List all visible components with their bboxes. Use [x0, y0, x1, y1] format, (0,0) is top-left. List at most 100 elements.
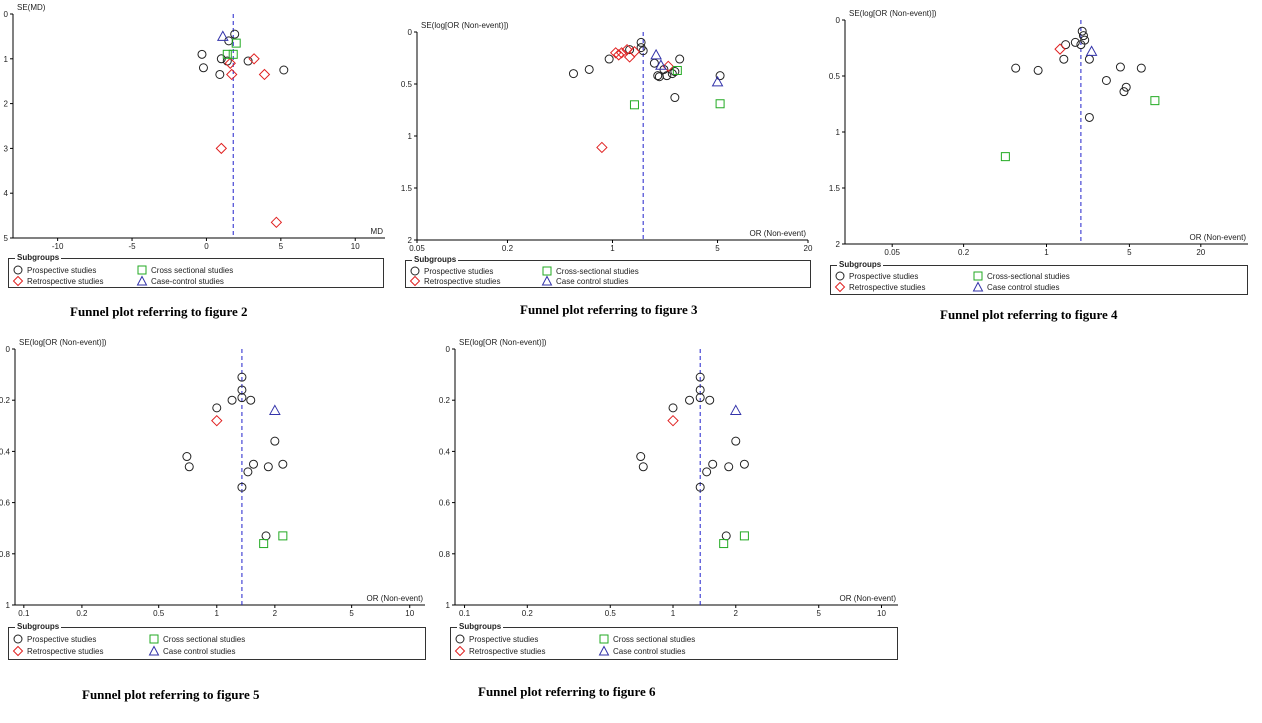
x-tick-label: 10	[877, 609, 886, 618]
study-point-circle	[230, 29, 240, 39]
y-tick-label: 1	[446, 601, 451, 610]
funnel-panel-1: 0 1 2 3 4 5 -10 -5 0 5 10 SE(MD) MD Subgroups Prospe…	[0, 0, 400, 330]
legend-item-circle: Prospective studies	[455, 634, 538, 644]
x-tick-label: 0.2	[958, 248, 970, 257]
legend-item-diamond: Retrospective studies	[409, 275, 500, 287]
study-point-circle	[237, 372, 247, 382]
y-tick-label: 0	[4, 10, 9, 19]
study-point-diamond	[613, 49, 625, 61]
legend-item-diamond: Retrospective studies	[454, 645, 545, 657]
study-point-square	[629, 100, 639, 110]
study-point-circle	[1136, 63, 1146, 73]
study-point-circle	[198, 63, 208, 73]
study-point-circle	[270, 436, 280, 446]
square-marker-icon	[149, 634, 159, 644]
square-marker-icon	[599, 634, 609, 644]
legend-label: Cross sectional studies	[613, 634, 696, 644]
study-point-diamond	[667, 414, 679, 427]
legend-item-circle: Prospective studies	[13, 265, 96, 275]
circle-marker-icon	[13, 265, 23, 275]
study-point-triangle	[269, 404, 281, 415]
x-tick-label: 2	[273, 609, 278, 618]
study-point-diamond	[215, 142, 228, 155]
study-point-circle	[261, 531, 271, 541]
y-tick-label: 1.5	[401, 184, 413, 193]
legend-label: Cross sectional studies	[163, 634, 246, 644]
y-tick-label: 2	[4, 100, 9, 109]
y-tick-label: 0.5	[829, 72, 841, 81]
x-tick-label: 1	[215, 609, 220, 618]
study-point-circle	[625, 45, 635, 55]
study-point-diamond	[609, 47, 622, 59]
y-tick-label: 0.2	[0, 396, 11, 405]
y-axis-label: SE(log[OR (Non-event)])	[19, 338, 107, 347]
caption-2: Funnel plot referring to figure 3	[520, 302, 698, 317]
funnel-panel-4: 0 0.2 0.4 0.6 0.8 1 0.1 0.2 0.5 1 2 5 10 SE(log[OR (N…	[0, 335, 430, 723]
study-point-diamond	[226, 68, 238, 81]
study-point-circle	[1059, 54, 1069, 64]
caption-4: Funnel plot referring to figure 5	[82, 687, 260, 702]
study-point-circle	[638, 46, 648, 56]
x-tick-label: 20	[1196, 248, 1205, 257]
legend-label: Case control studies	[556, 276, 629, 286]
triangle-marker-icon	[541, 275, 553, 286]
study-point-circle	[670, 93, 680, 103]
study-point-circle	[685, 395, 695, 405]
y-tick-label: 0.6	[439, 499, 451, 508]
study-point-circle	[1011, 63, 1021, 73]
legend-2: Subgroups Prospective studies Cross-sect…	[405, 255, 811, 288]
study-point-circle	[653, 71, 663, 81]
square-marker-icon	[137, 265, 147, 275]
study-point-triangle	[711, 75, 724, 87]
study-point-square	[231, 38, 241, 48]
study-point-circle	[1121, 82, 1131, 92]
study-point-circle	[695, 372, 705, 382]
funnel-plot-3: 0 0.5 1 1.5 2 0.05 0.2 1 5 20 SE(log[OR (Non-event…	[829, 9, 1248, 257]
legend-label: Retrospective studies	[27, 276, 104, 286]
study-point-circle	[237, 393, 247, 403]
caption-5: Funnel plot referring to figure 6	[478, 684, 656, 699]
legend-title: Subgroups	[412, 255, 459, 264]
study-point-circle	[1101, 75, 1111, 85]
study-point-circle	[243, 467, 253, 477]
y-tick-label: 0.8	[439, 550, 451, 559]
study-point-square	[228, 49, 238, 59]
legend-5: Subgroups Prospective studies Cross sect…	[450, 622, 898, 660]
diamond-marker-icon	[834, 281, 846, 293]
funnel-plot-4: 0 0.2 0.4 0.6 0.8 1 0.1 0.2 0.5 1 2 5 10 SE(log[OR (N…	[0, 338, 425, 618]
study-point-circle	[248, 459, 258, 469]
y-tick-label: 0.5	[401, 80, 413, 89]
y-tick-label: 4	[4, 189, 9, 198]
study-point-circle	[675, 54, 685, 64]
study-point-diamond	[596, 141, 608, 154]
legend-item-square: Cross-sectional studies	[973, 271, 1070, 281]
study-point-square	[715, 99, 725, 109]
study-point-diamond	[211, 414, 223, 427]
legend-item-square: Cross sectional studies	[149, 634, 245, 644]
study-point-circle	[702, 467, 712, 477]
y-tick-label: 3	[4, 144, 9, 153]
circle-marker-icon	[410, 266, 420, 276]
study-point-circle	[1078, 31, 1088, 41]
study-point-circle	[670, 67, 680, 77]
study-point-circle	[695, 482, 705, 492]
y-tick-label: 0.2	[439, 396, 451, 405]
legend-label: Prospective studies	[424, 266, 494, 276]
study-point-circle	[721, 531, 731, 541]
legend-item-square: Cross-sectional studies	[542, 266, 639, 276]
study-point-diamond	[270, 216, 283, 229]
y-tick-label: 1	[6, 601, 11, 610]
study-point-circle	[568, 69, 578, 79]
study-point-circle	[636, 452, 646, 462]
legend-label: Case-control studies	[151, 276, 224, 286]
study-point-circle	[1119, 87, 1129, 97]
study-point-circle	[654, 72, 664, 82]
study-point-circle	[695, 393, 705, 403]
study-point-circle	[1084, 54, 1094, 64]
y-tick-label: 0.8	[0, 550, 11, 559]
study-point-circle	[604, 54, 614, 64]
study-point-circle	[668, 403, 678, 413]
study-point-circle	[739, 459, 749, 469]
x-tick-label: 10	[405, 609, 414, 618]
x-tick-label: -5	[128, 242, 136, 251]
